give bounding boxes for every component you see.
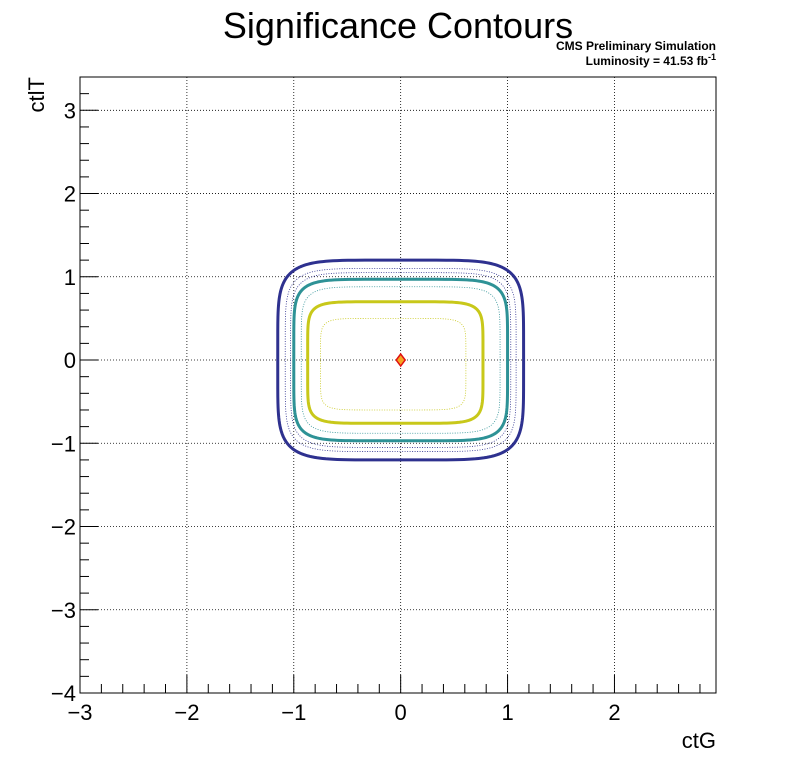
y-tick-label: −3 bbox=[51, 598, 76, 623]
tick-layer bbox=[79, 76, 701, 694]
x-tick-label: −3 bbox=[67, 700, 92, 725]
x-tick-label: −1 bbox=[281, 700, 306, 725]
y-tick-label: 3 bbox=[64, 98, 76, 123]
contour-level-6 bbox=[306, 300, 485, 425]
y-tick-label: −4 bbox=[51, 681, 76, 706]
chart-title: Significance Contours bbox=[223, 5, 573, 46]
y-tick-label: 1 bbox=[64, 265, 76, 290]
contour-level-1 bbox=[276, 258, 526, 462]
y-axis-label: ctlT bbox=[24, 77, 49, 112]
y-tick-label: 0 bbox=[64, 348, 76, 373]
x-axis-label: ctG bbox=[682, 728, 716, 753]
y-tick-label: 2 bbox=[64, 182, 76, 207]
lumi-label: Luminosity = 41.53 fb-1 bbox=[586, 52, 716, 68]
contour-level-4 bbox=[292, 277, 510, 443]
cms-label: CMS Preliminary Simulation bbox=[556, 39, 716, 53]
x-tick-label: 0 bbox=[395, 700, 407, 725]
marker-layer bbox=[395, 352, 407, 368]
y-tick-label: −1 bbox=[51, 431, 76, 456]
grid-layer bbox=[80, 77, 716, 693]
y-tick-label: −2 bbox=[51, 515, 76, 540]
lumi-text: Luminosity = 41.53 fb bbox=[586, 54, 708, 68]
lumi-superscript: -1 bbox=[708, 52, 716, 62]
plot-frame bbox=[79, 76, 717, 694]
contour-layer bbox=[276, 258, 526, 462]
x-tick-label: 1 bbox=[501, 700, 513, 725]
contour-level-2 bbox=[284, 268, 517, 452]
contour-level-3 bbox=[290, 272, 512, 448]
best-fit-marker bbox=[395, 352, 407, 368]
contour-level-7 bbox=[320, 318, 467, 411]
x-tick-label: −2 bbox=[174, 700, 199, 725]
x-tick-label: 2 bbox=[608, 700, 620, 725]
